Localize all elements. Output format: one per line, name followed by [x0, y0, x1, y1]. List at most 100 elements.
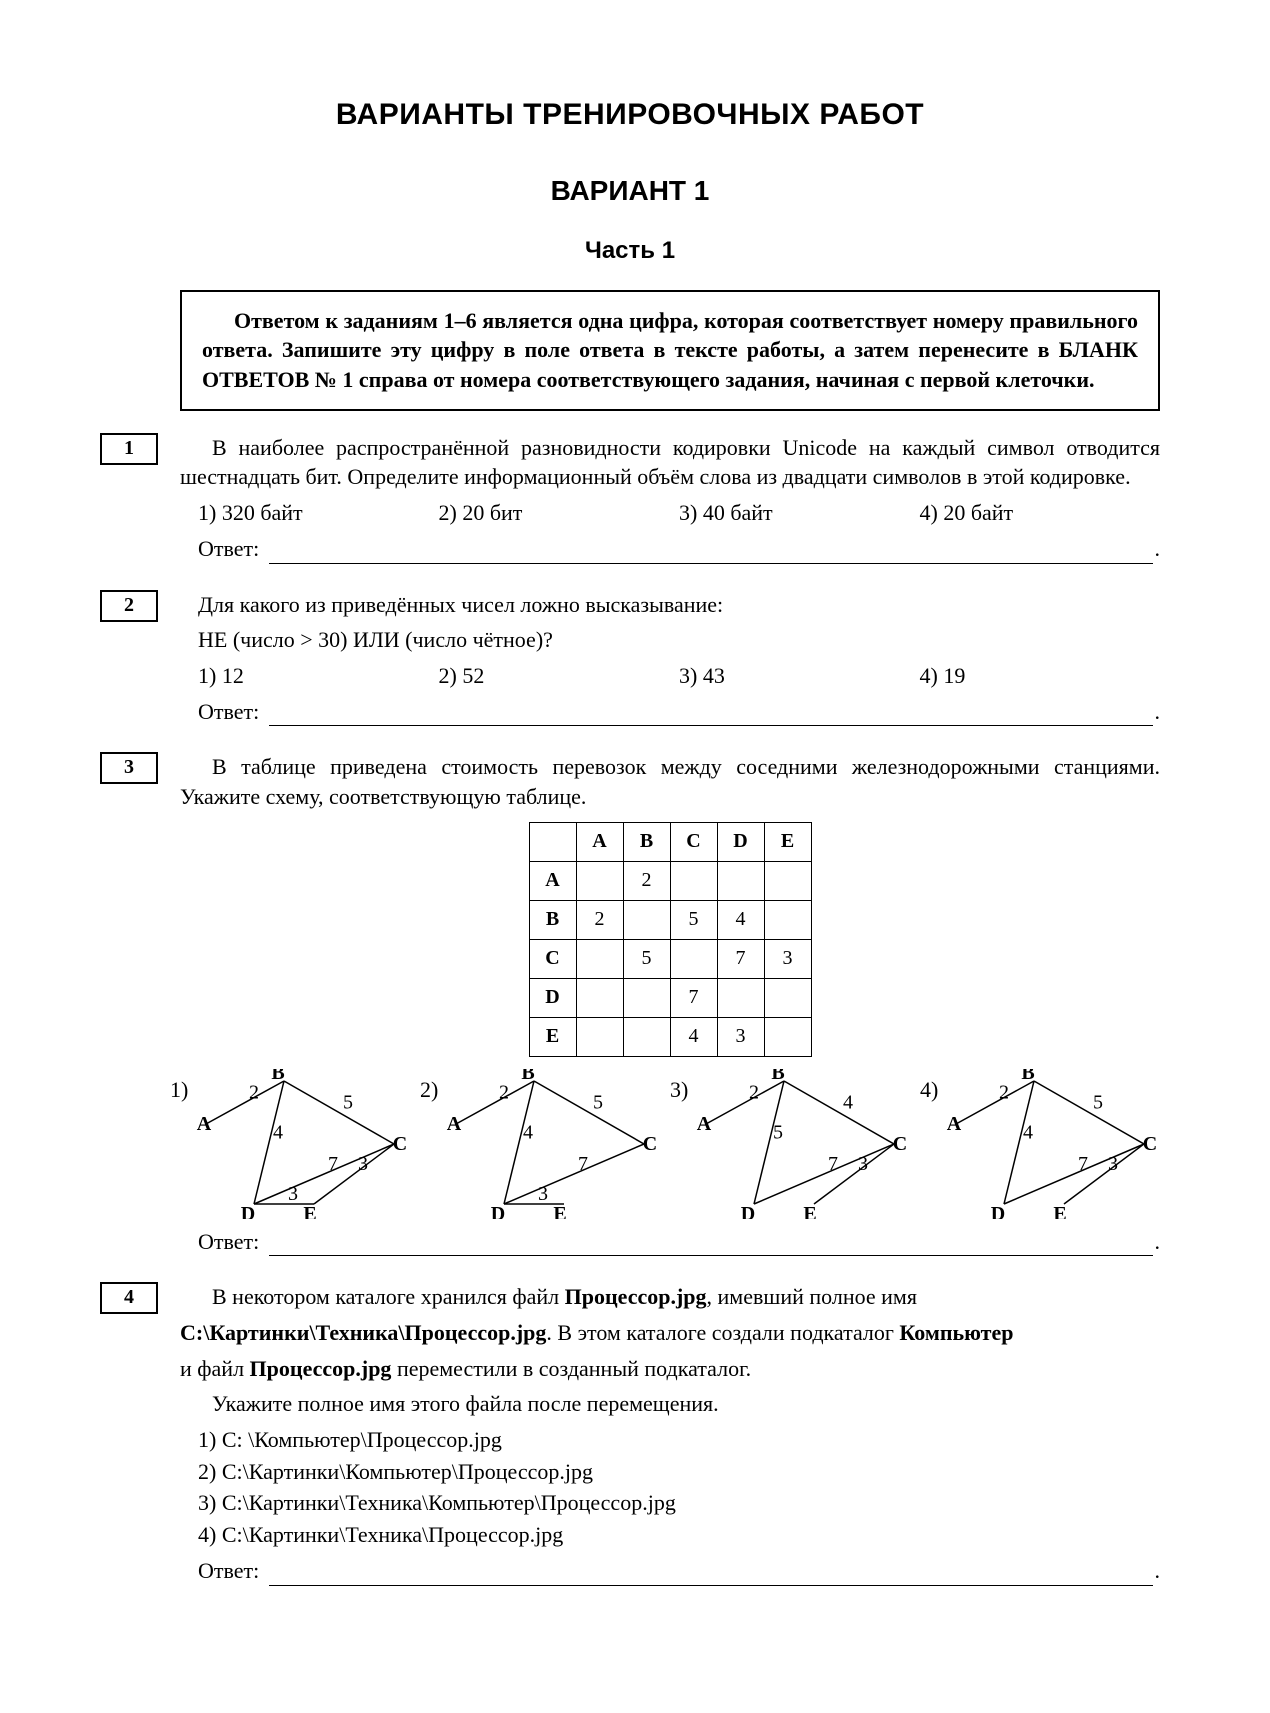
- task-4-option-3: 3) С:\Картинки\Техника\Компьютер\Процесс…: [198, 1488, 1160, 1518]
- svg-text:5: 5: [593, 1091, 603, 1113]
- table-cell: 7: [717, 939, 764, 978]
- table-cell: [623, 900, 670, 939]
- svg-text:4: 4: [843, 1091, 853, 1113]
- graph-options-row: 1)254733ABCDE2)25473ABCDE3)24573ABCDE4)2…: [170, 1069, 1160, 1219]
- svg-text:D: D: [991, 1203, 1005, 1219]
- cost-table: A B C D E A 2 B 2 5: [529, 822, 812, 1057]
- answer-underline[interactable]: [269, 1233, 1153, 1256]
- table-cell: [670, 939, 717, 978]
- svg-text:5: 5: [773, 1121, 783, 1143]
- table-cell: [623, 1017, 670, 1056]
- table-header-cell: D: [717, 822, 764, 861]
- svg-text:D: D: [741, 1203, 755, 1219]
- svg-text:4: 4: [1023, 1121, 1033, 1143]
- table-cell: [670, 861, 717, 900]
- svg-text:7: 7: [828, 1153, 838, 1175]
- task-3-text: В таблице приведена стоимость перевозок …: [180, 752, 1160, 811]
- answer-underline[interactable]: [269, 703, 1153, 726]
- task-2-option-4: 4) 19: [920, 661, 1161, 691]
- table-row-header: C: [529, 939, 576, 978]
- page: ВАРИАНТЫ ТРЕНИРОВОЧНЫХ РАБОТ ВАРИАНТ 1 Ч…: [0, 0, 1270, 1713]
- task-4-option-1: 1) C: \Компьютер\Процессор.jpg: [198, 1425, 1160, 1455]
- table-cell: 4: [670, 1017, 717, 1056]
- graph-diagram: 25473ABCDE: [944, 1069, 1164, 1219]
- answer-underline[interactable]: [269, 1563, 1153, 1586]
- svg-text:A: A: [447, 1113, 462, 1135]
- task-2-option-3: 3) 43: [679, 661, 920, 691]
- table-cell: [623, 978, 670, 1017]
- svg-text:3: 3: [858, 1153, 868, 1175]
- svg-text:2: 2: [249, 1081, 259, 1103]
- variant-heading: ВАРИАНТ 1: [100, 172, 1160, 210]
- graph-option-4: 4)25473ABCDE: [920, 1069, 1170, 1219]
- task-1: 1 В наиболее распространённой разновидно…: [180, 433, 1160, 564]
- table-cell: [576, 1017, 623, 1056]
- task-2-line1: Для какого из приведённых чисел ложно вы…: [198, 590, 1160, 620]
- svg-text:B: B: [1021, 1069, 1034, 1084]
- task-1-option-4: 4) 20 байт: [920, 498, 1161, 528]
- svg-text:C: C: [1143, 1133, 1157, 1155]
- svg-text:7: 7: [578, 1153, 588, 1175]
- svg-text:C: C: [643, 1133, 657, 1155]
- answer-label: Ответ:: [198, 1227, 265, 1257]
- svg-text:7: 7: [1078, 1153, 1088, 1175]
- svg-text:B: B: [271, 1069, 284, 1084]
- graph-option-label: 4): [920, 1075, 938, 1105]
- table-cell: [576, 939, 623, 978]
- table-row: A 2: [529, 861, 811, 900]
- table-row-header: B: [529, 900, 576, 939]
- answer-underline[interactable]: [269, 541, 1153, 564]
- task-2: 2 Для какого из приведённых чисел ложно …: [180, 590, 1160, 727]
- task-2-options: 1) 12 2) 52 3) 43 4) 19: [198, 661, 1160, 691]
- svg-text:2: 2: [749, 1081, 759, 1103]
- instruction-box: Ответом к заданиям 1–6 является одна циф…: [180, 290, 1160, 411]
- svg-text:2: 2: [999, 1081, 1009, 1103]
- table-row-header: E: [529, 1017, 576, 1056]
- graph-option-2: 2)25473ABCDE: [420, 1069, 670, 1219]
- svg-text:D: D: [491, 1203, 505, 1219]
- table-header-cell: C: [670, 822, 717, 861]
- svg-text:3: 3: [358, 1153, 368, 1175]
- graph-diagram: 254733ABCDE: [194, 1069, 414, 1219]
- table-cell: [764, 900, 811, 939]
- task-2-line2: НЕ (число > 30) ИЛИ (число чётное)?: [198, 625, 1160, 655]
- table-cell: 2: [623, 861, 670, 900]
- svg-text:E: E: [1053, 1203, 1066, 1219]
- task-number-badge: 1: [100, 433, 158, 465]
- svg-text:B: B: [521, 1069, 534, 1084]
- table-cell: [576, 861, 623, 900]
- answer-label: Ответ:: [198, 1556, 265, 1586]
- svg-text:E: E: [303, 1203, 316, 1219]
- svg-text:D: D: [241, 1203, 255, 1219]
- task-4: 4 В некотором каталоге хранился файл Про…: [180, 1282, 1160, 1585]
- task-3: 3 В таблице приведена стоимость перевозо…: [180, 752, 1160, 1256]
- table-row-header: D: [529, 978, 576, 1017]
- task-4-options: 1) C: \Компьютер\Процессор.jpg 2) С:\Кар…: [198, 1425, 1160, 1550]
- table-cell: 2: [576, 900, 623, 939]
- graph-option-label: 3): [670, 1075, 688, 1105]
- task-number-badge: 4: [100, 1282, 158, 1314]
- table-cell: [717, 861, 764, 900]
- table-cell: 4: [717, 900, 764, 939]
- svg-text:A: A: [697, 1113, 712, 1135]
- task-1-answer-line: Ответ: .: [198, 534, 1160, 564]
- task-1-options: 1) 320 байт 2) 20 бит 3) 40 байт 4) 20 б…: [198, 498, 1160, 528]
- table-cell: [576, 978, 623, 1017]
- table-header-cell: [529, 822, 576, 861]
- page-title: ВАРИАНТЫ ТРЕНИРОВОЧНЫХ РАБОТ: [100, 95, 1160, 136]
- table-header-row: A B C D E: [529, 822, 811, 861]
- task-2-option-2: 2) 52: [439, 661, 680, 691]
- svg-text:4: 4: [523, 1121, 533, 1143]
- task-number-badge: 3: [100, 752, 158, 784]
- task-4-option-4: 4) С:\Картинки\Техника\Процессор.jpg: [198, 1520, 1160, 1550]
- task-1-option-1: 1) 320 байт: [198, 498, 439, 528]
- graph-option-1: 1)254733ABCDE: [170, 1069, 420, 1219]
- task-4-p2: С:\Картинки\Техника\Процессор.jpg. В это…: [180, 1318, 1160, 1348]
- table-cell: [764, 978, 811, 1017]
- svg-text:3: 3: [1108, 1153, 1118, 1175]
- table-row-header: A: [529, 861, 576, 900]
- table-row: D 7: [529, 978, 811, 1017]
- task-4-answer-line: Ответ: .: [198, 1556, 1160, 1586]
- task-4-p1: В некотором каталоге хранился файл Проце…: [180, 1282, 1160, 1312]
- table-cell: [764, 861, 811, 900]
